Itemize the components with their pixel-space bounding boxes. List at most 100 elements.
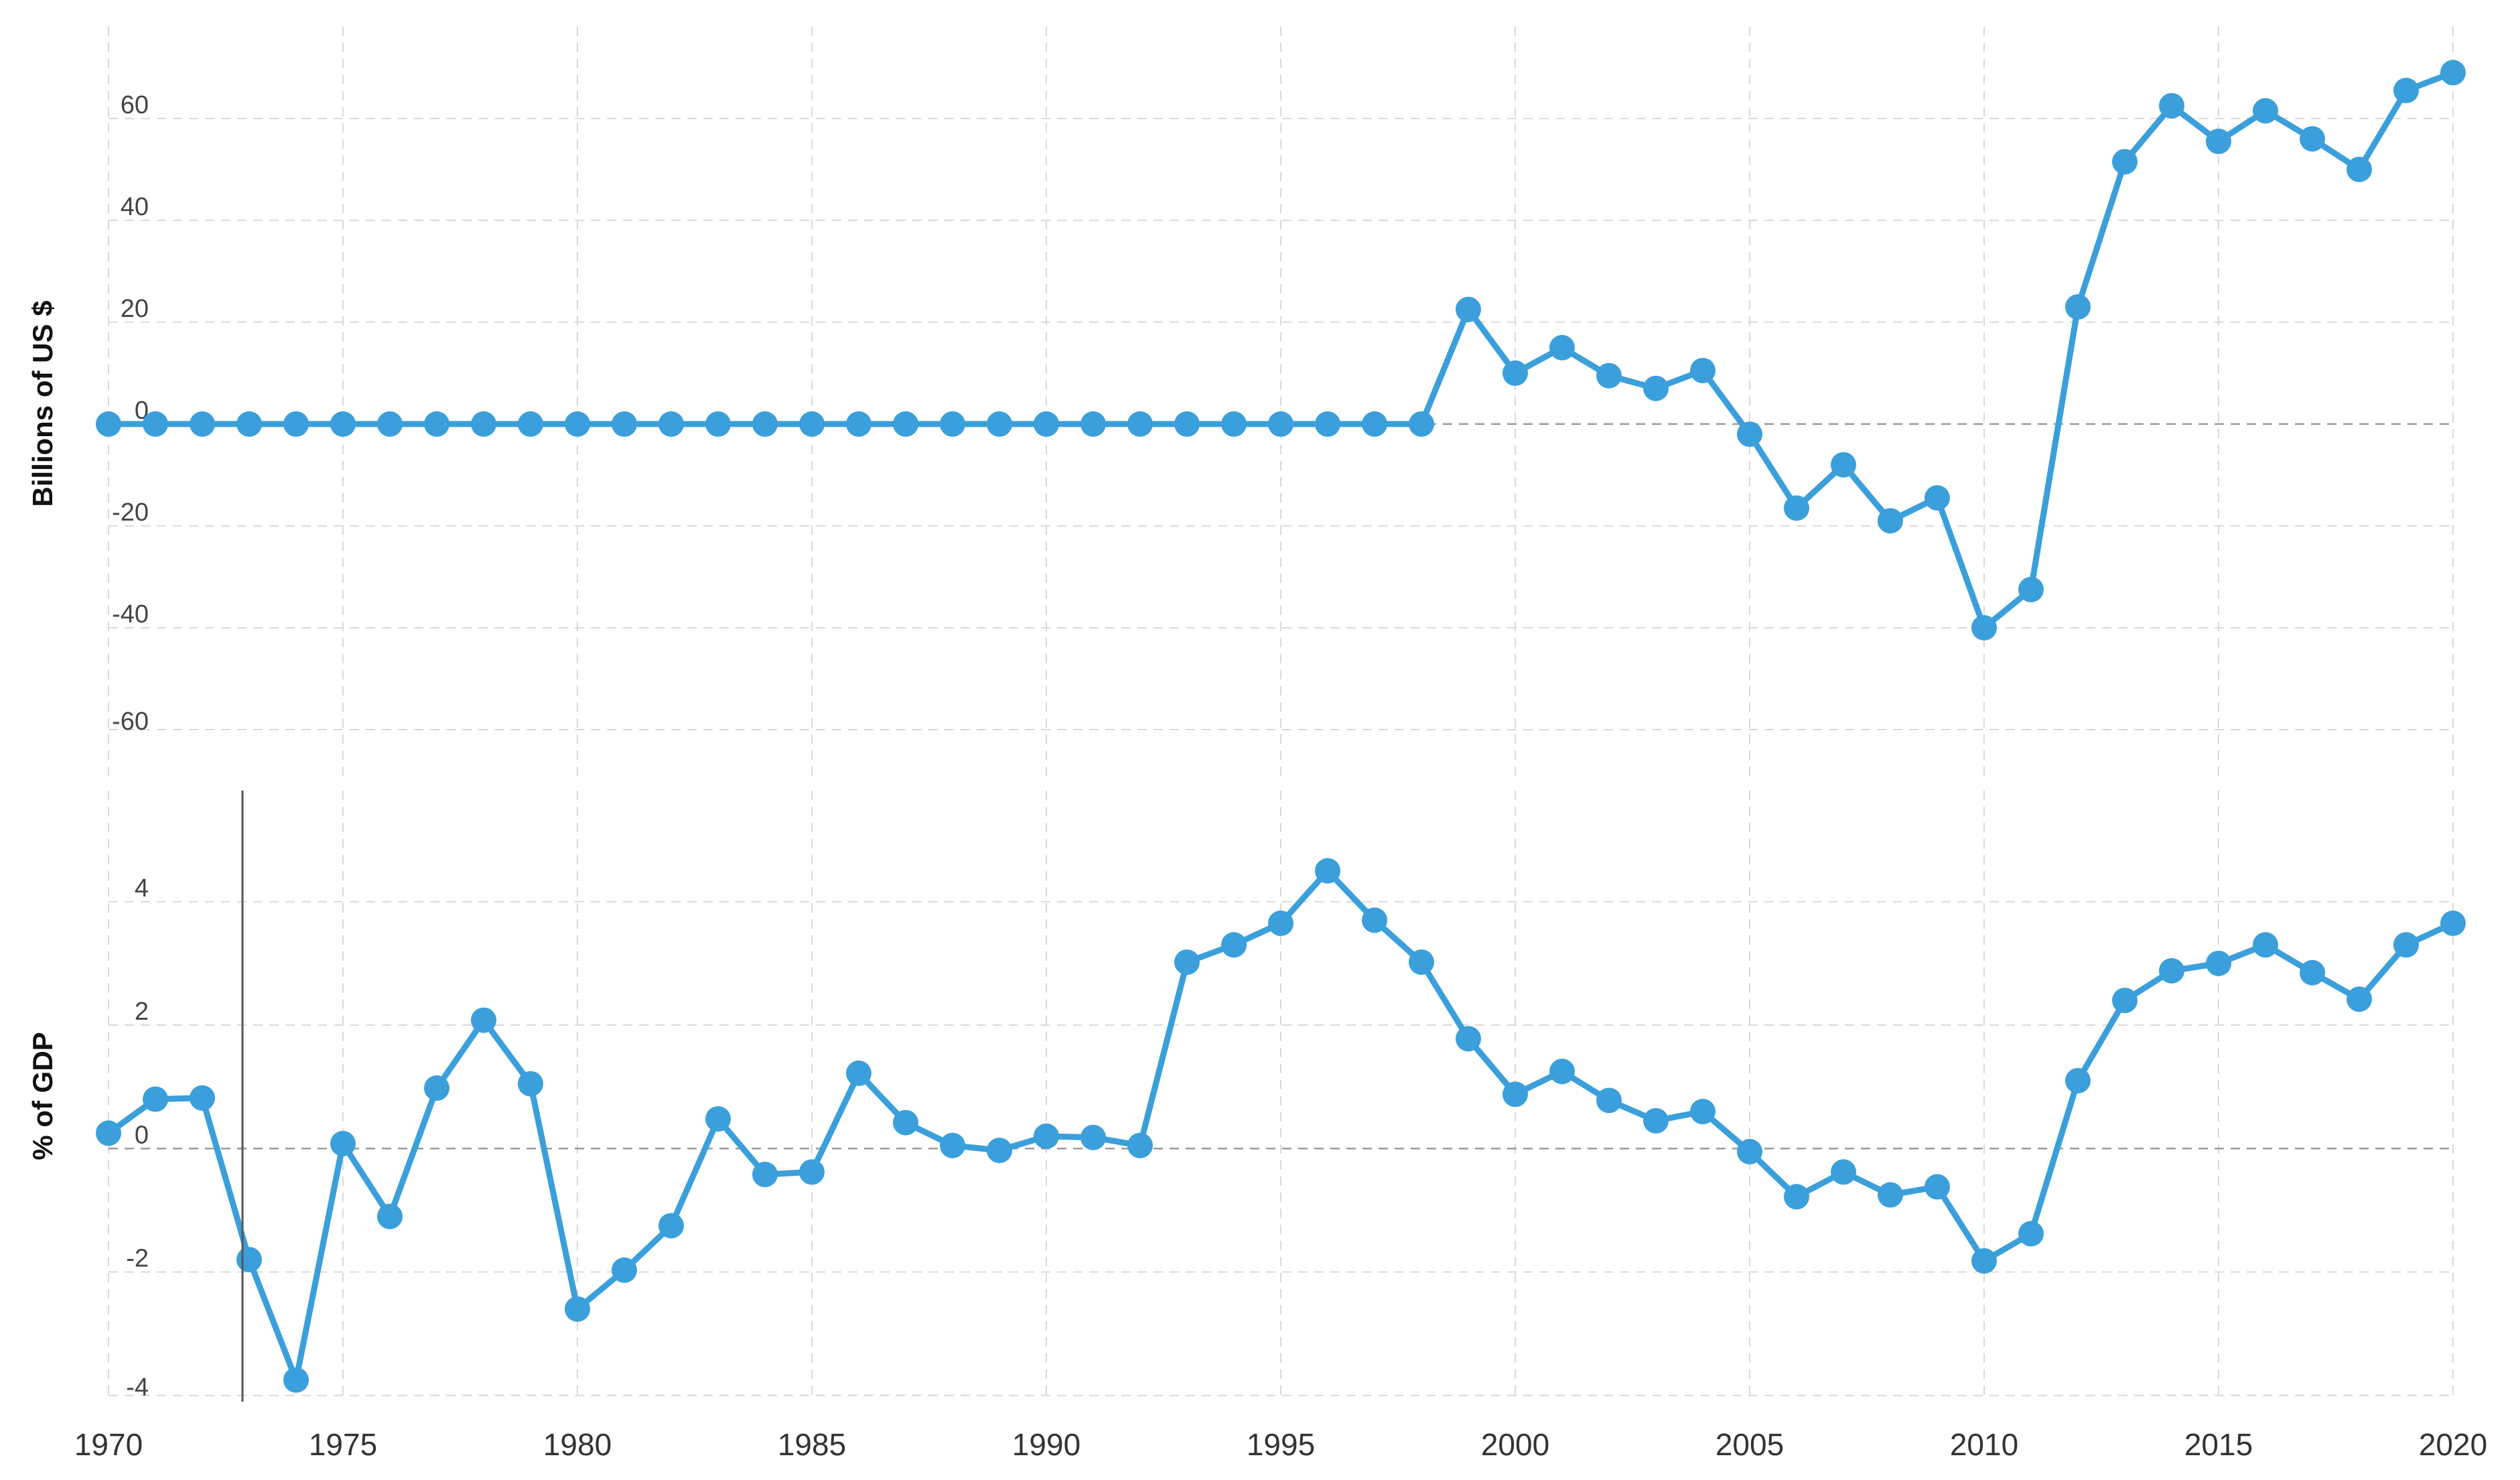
data-point[interactable] [190,1085,215,1111]
data-point[interactable] [2300,126,2325,152]
data-point[interactable] [799,1159,825,1185]
data-point[interactable] [1409,411,1434,437]
data-point[interactable] [1924,1174,1950,1200]
data-point[interactable] [330,411,356,437]
data-point[interactable] [1596,1087,1622,1114]
data-point[interactable] [1502,360,1528,386]
data-point[interactable] [377,1203,403,1229]
data-point[interactable] [2253,932,2278,958]
data-point[interactable] [1268,911,1293,937]
data-point[interactable] [2112,988,2138,1014]
data-point[interactable] [283,411,309,437]
data-point[interactable] [143,411,168,437]
data-point[interactable] [1034,411,1059,437]
data-point[interactable] [1362,411,1387,437]
data-point[interactable] [1315,411,1340,437]
data-point[interactable] [1174,949,1200,976]
data-point[interactable] [1971,1248,1997,1274]
data-point[interactable] [940,1132,965,1158]
data-point[interactable] [2253,98,2278,124]
data-point[interactable] [2018,576,2044,602]
data-point[interactable] [283,1367,309,1393]
data-point[interactable] [1690,358,1716,384]
data-point[interactable] [1174,411,1200,437]
data-point[interactable] [1924,485,1950,511]
data-point[interactable] [2206,950,2231,976]
data-point[interactable] [471,1007,496,1033]
data-point[interactable] [1549,1059,1575,1085]
data-point[interactable] [1784,1184,1809,1210]
data-point[interactable] [1878,1182,1903,1208]
data-point[interactable] [1080,1124,1106,1150]
data-point[interactable] [2159,92,2184,119]
data-point[interactable] [1221,932,1247,958]
data-point[interactable] [1409,949,1434,976]
data-point[interactable] [518,411,543,437]
data-point[interactable] [987,411,1012,437]
data-point[interactable] [1878,508,1903,534]
data-point[interactable] [1643,375,1669,401]
data-point[interactable] [518,1071,543,1097]
data-point[interactable] [1690,1099,1716,1125]
data-point[interactable] [565,411,590,437]
data-point[interactable] [1643,1107,1669,1134]
data-point[interactable] [471,411,496,437]
data-point[interactable] [2440,60,2466,86]
data-point[interactable] [893,411,918,437]
data-point[interactable] [752,1161,778,1187]
data-point[interactable] [846,411,871,437]
data-point[interactable] [2393,78,2419,104]
data-point[interactable] [1737,1138,1762,1164]
data-point[interactable] [658,411,684,437]
data-point[interactable] [377,411,403,437]
data-point[interactable] [1034,1123,1059,1149]
data-point[interactable] [893,1109,918,1136]
data-point[interactable] [1127,411,1153,437]
data-point[interactable] [799,411,825,437]
data-point[interactable] [1831,452,1856,478]
data-point[interactable] [424,411,449,437]
data-point[interactable] [2393,932,2419,958]
data-point[interactable] [1784,495,1809,521]
data-point[interactable] [2347,156,2372,182]
data-point[interactable] [1456,296,1481,322]
data-point[interactable] [96,1120,121,1146]
data-point[interactable] [2065,294,2091,320]
data-point[interactable] [705,411,731,437]
data-point[interactable] [612,411,637,437]
data-point[interactable] [1268,411,1293,437]
data-point[interactable] [1080,411,1106,437]
data-point[interactable] [143,1086,168,1112]
data-point[interactable] [1362,907,1387,933]
data-point[interactable] [236,1247,262,1273]
data-point[interactable] [658,1213,684,1239]
data-point[interactable] [565,1296,590,1322]
data-point[interactable] [330,1130,356,1156]
data-point[interactable] [940,411,965,437]
data-point[interactable] [236,411,262,437]
data-point[interactable] [2065,1067,2091,1093]
data-point[interactable] [1315,858,1340,884]
data-point[interactable] [424,1075,449,1101]
data-point[interactable] [987,1138,1012,1164]
data-point[interactable] [1127,1132,1153,1158]
data-point[interactable] [2159,957,2184,984]
data-point[interactable] [705,1106,731,1132]
data-point[interactable] [1971,614,1997,641]
data-point[interactable] [1737,421,1762,448]
data-point[interactable] [2206,129,2231,155]
data-point[interactable] [2347,986,2372,1012]
data-point[interactable] [2018,1221,2044,1247]
data-point[interactable] [1502,1081,1528,1107]
data-point[interactable] [2300,959,2325,986]
data-point[interactable] [190,411,215,437]
data-point[interactable] [2112,149,2138,175]
data-point[interactable] [1221,411,1247,437]
data-point[interactable] [612,1257,637,1283]
data-point[interactable] [1831,1159,1856,1185]
data-point[interactable] [96,411,121,437]
data-point[interactable] [1456,1026,1481,1052]
data-point[interactable] [1596,362,1622,389]
data-point[interactable] [1549,334,1575,360]
data-point[interactable] [2440,911,2466,937]
